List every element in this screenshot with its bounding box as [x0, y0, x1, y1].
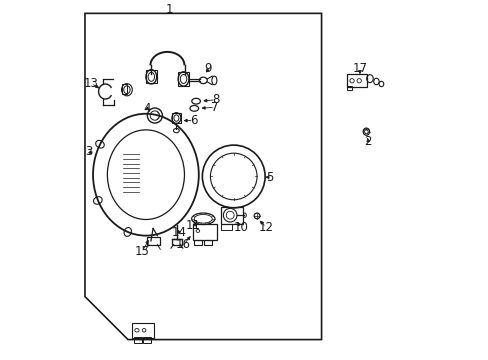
Bar: [122, 84, 126, 94]
Text: 4: 4: [143, 102, 150, 115]
Text: 16: 16: [176, 238, 191, 251]
Text: 17: 17: [352, 62, 366, 76]
Text: 12: 12: [258, 221, 273, 234]
Text: 9: 9: [204, 62, 211, 76]
Bar: [221, 207, 242, 224]
Text: 14: 14: [171, 226, 186, 239]
Text: 6: 6: [189, 114, 197, 127]
Text: 11: 11: [186, 220, 201, 233]
Bar: [172, 239, 182, 244]
Text: 15: 15: [135, 244, 149, 257]
Bar: [145, 70, 156, 83]
Text: 2: 2: [364, 135, 371, 148]
Bar: [346, 74, 366, 87]
Text: 10: 10: [233, 221, 248, 234]
Text: 13: 13: [83, 77, 98, 90]
Bar: [192, 224, 217, 240]
Bar: [134, 337, 142, 343]
Text: 5: 5: [265, 171, 273, 184]
Bar: [221, 224, 231, 230]
Bar: [204, 239, 212, 244]
Text: 8: 8: [212, 93, 219, 106]
Bar: [131, 323, 154, 338]
Bar: [172, 113, 181, 123]
Bar: [146, 238, 159, 244]
Bar: [346, 86, 351, 90]
Text: 1: 1: [165, 3, 173, 15]
Bar: [178, 72, 188, 86]
Bar: [143, 337, 150, 343]
Bar: [194, 239, 202, 244]
Text: 7: 7: [211, 101, 219, 114]
Text: 3: 3: [85, 145, 93, 158]
